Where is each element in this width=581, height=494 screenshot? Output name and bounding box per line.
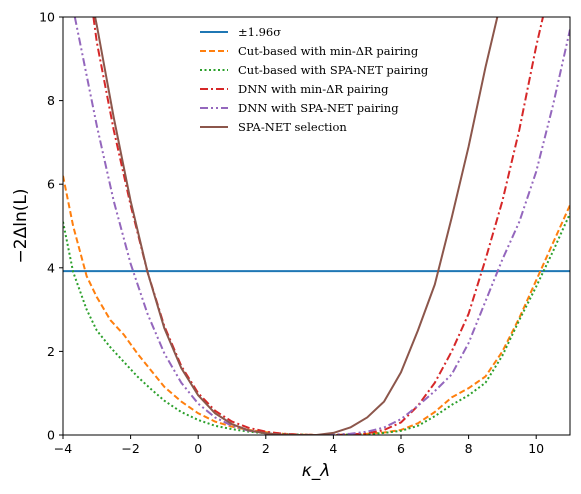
y-axis: 0 2 4 6 8 10 [39, 10, 63, 443]
series-line-5 [94, 17, 499, 435]
curves-layer [63, 17, 570, 435]
x-tick-label: 8 [465, 441, 473, 456]
series-line-1 [63, 175, 570, 435]
y-tick-label: 2 [47, 344, 55, 359]
x-axis: −4 −2 0 2 4 6 8 10 [54, 435, 544, 456]
x-tick-label: −2 [121, 441, 139, 456]
x-tick-label: −4 [54, 441, 72, 456]
legend-label: Cut-based with SPA-NET pairing [238, 63, 429, 77]
y-tick-label: 10 [39, 10, 55, 25]
x-tick-label: 10 [528, 441, 544, 456]
plot-frame [62, 16, 571, 436]
y-tick-label: 6 [47, 177, 55, 192]
legend-item: DNN with SPA-NET pairing [200, 101, 399, 115]
x-tick-label: 6 [397, 441, 405, 456]
legend-item: Cut-based with SPA-NET pairing [200, 63, 429, 77]
series-line-2 [63, 213, 570, 435]
legend-label: ±1.96σ [238, 25, 281, 39]
y-axis-label: −2Δln(L) [11, 189, 31, 264]
legend-label: Cut-based with min-ΔR pairing [238, 44, 419, 58]
x-tick-label: 2 [262, 441, 270, 456]
legend-item: DNN with min-ΔR pairing [200, 82, 389, 96]
series-line-4 [73, 17, 570, 435]
x-axis-label: κ_λ [302, 461, 331, 481]
legend-item: Cut-based with min-ΔR pairing [200, 44, 419, 58]
x-tick-label: 0 [194, 441, 202, 456]
y-tick-label: 8 [47, 93, 55, 108]
legend-item: SPA-NET selection [200, 120, 347, 134]
y-tick-label: 4 [47, 260, 55, 275]
legend-item: ±1.96σ [200, 25, 281, 39]
legend-label: DNN with SPA-NET pairing [238, 101, 399, 115]
legend-label: DNN with min-ΔR pairing [238, 82, 389, 96]
y-tick-label: 0 [47, 428, 55, 443]
series-line-3 [92, 17, 544, 435]
x-tick-label: 4 [329, 441, 337, 456]
legend-label: SPA-NET selection [238, 120, 347, 134]
legend: ±1.96σ Cut-based with min-ΔR pairing Cut-b… [200, 25, 429, 134]
